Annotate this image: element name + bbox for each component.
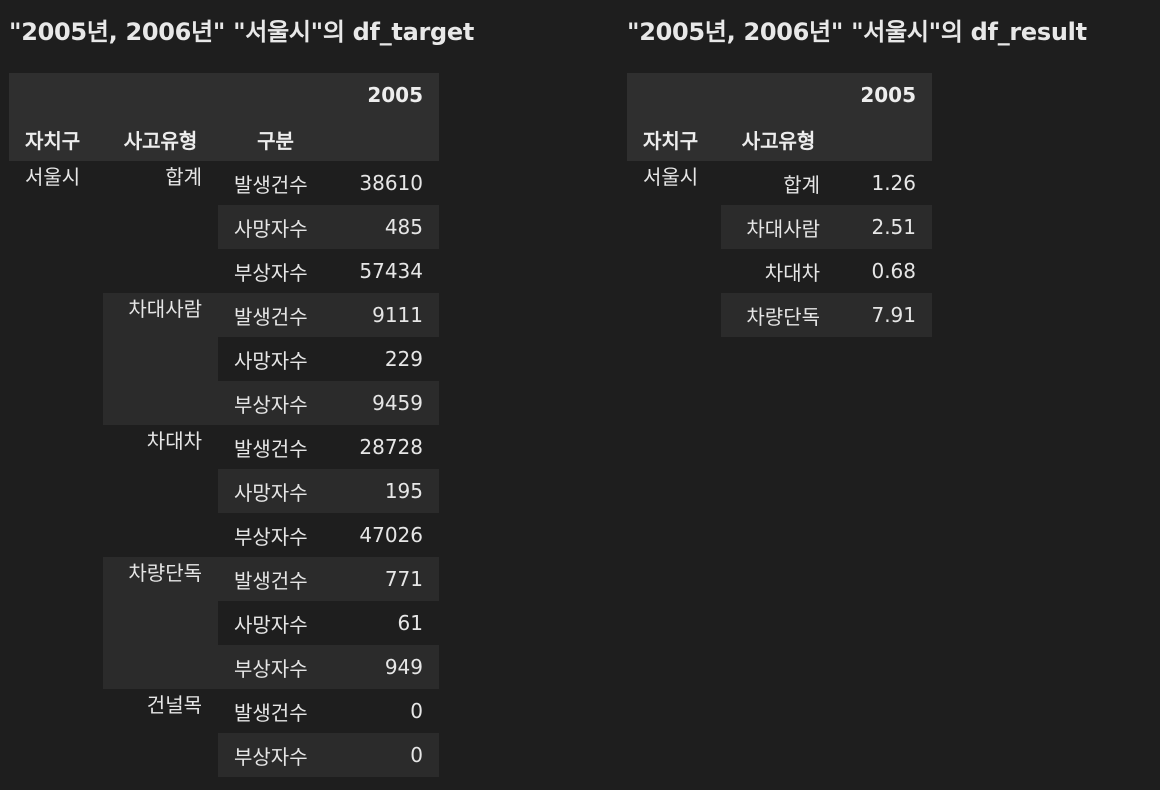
table-row: 사망자수 195 — [9, 469, 439, 513]
index-name-type: 사고유형 — [103, 117, 218, 161]
index-kind: 발생건수 — [234, 700, 308, 725]
table-row: 서울시 합계 발생건수 38610 — [9, 161, 439, 205]
table-row: 부상자수 0 — [9, 733, 439, 777]
table-row: 부상자수 949 — [9, 645, 439, 689]
index-accident-type: 차대사람 — [103, 293, 218, 425]
value-cell: 28728 — [359, 435, 423, 459]
header-empty — [103, 73, 218, 117]
header-row-index-names: 자치구 사고유형 구분 — [9, 117, 439, 161]
column-header-year: 2005 — [836, 73, 932, 117]
index-accident-type: 차대사람 — [721, 205, 836, 249]
index-kind: 발생건수 — [218, 293, 333, 337]
value-cell: 771 — [333, 557, 439, 601]
header-row-columns: 2005 — [627, 73, 932, 117]
header-row-columns: 2005 — [9, 73, 439, 117]
index-kind: 발생건수 — [218, 557, 333, 601]
header-row-index-names: 자치구 사고유형 — [627, 117, 932, 161]
index-name-gu: 자치구 — [9, 117, 103, 161]
index-name-gu: 자치구 — [627, 117, 721, 161]
index-name-kind: 구분 — [218, 117, 333, 161]
value-cell: 1.26 — [871, 171, 916, 195]
df-target-table: 2005 자치구 사고유형 구분 서울시 합계 발생건수 38610 사망자수 485 부상… — [9, 73, 439, 777]
value-cell: 47026 — [359, 523, 423, 547]
value-cell: 195 — [333, 469, 439, 513]
table-row: 차대사람 발생건수 9111 — [9, 293, 439, 425]
table-row: 차대차 0.68 — [627, 249, 932, 293]
df-result-title: "2005년, 2006년" "서울시"의 df_result — [627, 18, 1087, 46]
table-row: 사망자수 229 — [9, 337, 439, 381]
value-cell: 0 — [333, 733, 439, 777]
table-row: 건널목 발생건수 0 — [9, 689, 439, 733]
header-empty — [836, 117, 932, 161]
table-row: 부상자수 57434 — [9, 249, 439, 293]
index-accident-type: 합계 — [165, 165, 202, 189]
header-empty — [218, 73, 333, 117]
table-row: 사망자수 61 — [9, 601, 439, 645]
header-empty — [627, 73, 721, 117]
value-cell: 9111 — [333, 293, 439, 337]
table-row: 차대사람 2.51 — [627, 205, 932, 249]
index-gu: 서울시 — [643, 165, 699, 189]
value-cell: 949 — [333, 645, 439, 689]
table-row: 사망자수 485 — [9, 205, 439, 249]
index-kind: 사망자수 — [234, 348, 308, 373]
table-row: 차대차 발생건수 28728 — [9, 425, 439, 469]
index-kind: 발생건수 — [234, 172, 308, 197]
df-result-table: 2005 자치구 사고유형 서울시 합계 1.26 차대사람 2.51 차대차 0.68 차량… — [627, 73, 932, 337]
df-target-title: "2005년, 2006년" "서울시"의 df_target — [9, 18, 475, 46]
index-accident-type: 차량단독 — [103, 557, 218, 689]
table-row: 부상자수 9459 — [9, 381, 439, 425]
index-accident-type: 건널목 — [146, 693, 202, 717]
header-empty — [721, 73, 836, 117]
index-kind: 부상자수 — [218, 381, 333, 425]
value-cell: 61 — [397, 611, 423, 635]
value-cell: 7.91 — [836, 293, 932, 337]
index-accident-type: 합계 — [783, 172, 820, 197]
df-target-body: 서울시 합계 발생건수 38610 사망자수 485 부상자수 57434 차대사람 발생건수 91… — [9, 161, 439, 777]
index-accident-type: 차대차 — [764, 260, 820, 285]
index-kind: 부상자수 — [234, 524, 308, 549]
value-cell: 38610 — [359, 171, 423, 195]
header-empty — [9, 73, 103, 117]
value-cell: 2.51 — [836, 205, 932, 249]
value-cell: 9459 — [333, 381, 439, 425]
value-cell: 485 — [333, 205, 439, 249]
index-kind: 부상자수 — [218, 645, 333, 689]
header-empty — [333, 117, 439, 161]
index-kind: 부상자수 — [218, 733, 333, 777]
value-cell: 229 — [384, 347, 423, 371]
index-name-type: 사고유형 — [721, 117, 836, 161]
index-accident-type: 차대차 — [146, 429, 202, 453]
table-row: 서울시 합계 1.26 — [627, 161, 932, 205]
table-row: 차량단독 7.91 — [627, 293, 932, 337]
index-kind: 발생건수 — [234, 436, 308, 461]
table-row: 차량단독 발생건수 771 — [9, 557, 439, 689]
index-kind: 사망자수 — [218, 205, 333, 249]
index-accident-type: 차량단독 — [721, 293, 836, 337]
index-kind: 부상자수 — [234, 260, 308, 285]
table-row: 부상자수 47026 — [9, 513, 439, 557]
index-kind: 사망자수 — [234, 612, 308, 637]
value-cell: 57434 — [359, 259, 423, 283]
column-header-year: 2005 — [333, 73, 439, 117]
index-gu: 서울시 — [25, 165, 81, 189]
index-kind: 사망자수 — [218, 469, 333, 513]
value-cell: 0 — [410, 699, 423, 723]
value-cell: 0.68 — [871, 259, 916, 283]
df-result-body: 서울시 합계 1.26 차대사람 2.51 차대차 0.68 차량단독 7.91 — [627, 161, 932, 337]
